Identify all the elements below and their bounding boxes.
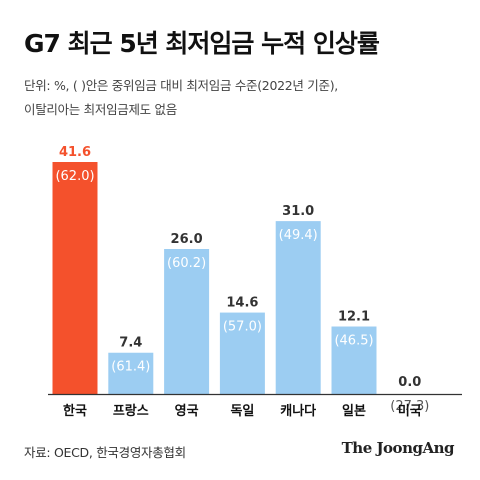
secondary-label-6: (27.3) bbox=[390, 399, 429, 414]
bar-3 bbox=[219, 312, 265, 394]
secondary-label-1: (61.4) bbox=[111, 360, 150, 375]
bar-4 bbox=[275, 221, 321, 394]
value-label-0: 41.6 bbox=[59, 145, 91, 160]
value-label-3: 14.6 bbox=[226, 296, 258, 311]
value-label-5: 12.1 bbox=[338, 310, 370, 325]
secondary-label-4: (49.4) bbox=[279, 228, 318, 243]
value-label-4: 31.0 bbox=[282, 204, 314, 219]
category-label-5: 일본 bbox=[342, 404, 366, 419]
secondary-label-5: (46.5) bbox=[334, 334, 373, 349]
value-label-2: 26.0 bbox=[171, 232, 203, 247]
bar-2 bbox=[164, 249, 210, 394]
category-label-0: 한국 bbox=[63, 403, 87, 419]
secondary-label-0: (62.0) bbox=[55, 169, 94, 184]
chart-subtitle: 단위: %, ( )안은 중위임금 대비 최저임금 수준(2022년 기준), … bbox=[24, 74, 338, 122]
publisher-logo: The JoongAng bbox=[341, 439, 455, 457]
category-label-6: 미국 bbox=[398, 403, 422, 419]
chart-title: G7 최근 5년 최저임금 누적 인상률 bbox=[24, 29, 380, 58]
bar-1 bbox=[108, 352, 154, 394]
source-note: 자료: OECD, 한국경영자총협회 bbox=[24, 445, 186, 460]
value-label-6: 0.0 bbox=[398, 375, 421, 390]
secondary-label-3: (57.0) bbox=[223, 320, 262, 335]
bar-5 bbox=[331, 326, 377, 394]
category-label-3: 독일 bbox=[230, 404, 254, 419]
value-label-1: 7.4 bbox=[119, 336, 142, 351]
category-label-4: 캐나다 bbox=[280, 403, 316, 419]
subtitle-line-2: 이탈리아는 최저임금제도 없음 bbox=[24, 102, 177, 117]
category-label-1: 프랑스 bbox=[113, 404, 149, 419]
bar-0 bbox=[52, 162, 98, 394]
category-label-2: 영국 bbox=[175, 404, 199, 419]
subtitle-line-1: 단위: %, ( )안은 중위임금 대비 최저임금 수준(2022년 기준), bbox=[24, 78, 338, 93]
secondary-label-2: (60.2) bbox=[167, 256, 206, 271]
